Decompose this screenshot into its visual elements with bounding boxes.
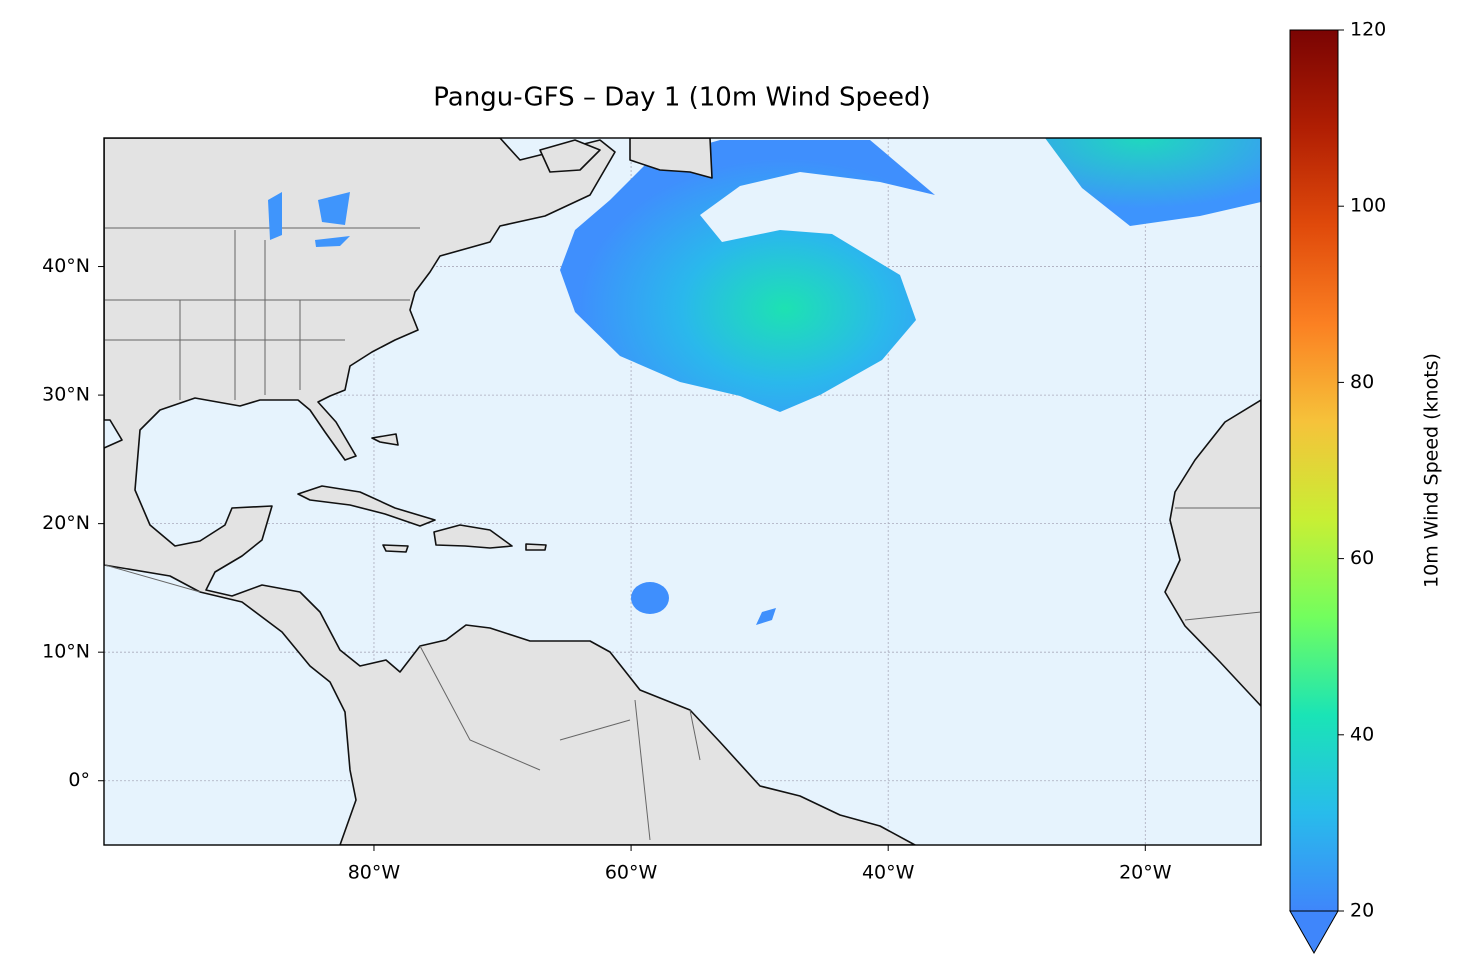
wind-field [1045,138,1261,226]
wind-field [756,608,776,625]
colorbar-tick-label: 60 [1350,547,1374,569]
y-tick-label: 0° [68,769,90,791]
map-area [104,138,1261,845]
x-tick-label: 20°W [1119,862,1172,884]
colorbar-scale [1290,30,1338,911]
x-tick-label: 60°W [605,862,658,884]
land [371,433,399,446]
chart-title: Pangu-GFS – Day 1 (10m Wind Speed) [433,83,930,113]
x-tick-label: 80°W [348,862,401,884]
land [539,139,601,173]
colorbar-tick-label: 100 [1350,195,1386,217]
lake-wind [268,192,350,247]
map-frame [103,137,1262,846]
land [629,138,713,179]
colorbar-frame [1289,29,1339,912]
land [297,485,436,527]
land [1164,399,1261,707]
land [433,524,513,549]
land [382,544,409,553]
land [104,138,916,845]
colorbar-tick-label: 40 [1350,723,1374,745]
wind-field [560,140,935,412]
colorbar-extension [1289,910,1339,955]
y-tick-label: 20°N [42,512,90,534]
y-tick-label: 40°N [42,255,90,277]
wind-field [631,582,669,614]
colorbar-tick-label: 80 [1350,371,1374,393]
x-tick-label: 40°W [862,862,915,884]
colorbar-tick-label: 20 [1350,900,1374,922]
borders [104,227,1261,841]
colorbar-label: 10m Wind Speed (knots) [1421,353,1443,588]
colorbar-tick-label: 120 [1350,19,1386,41]
colorbar: 20 40 60 80 100 120 10m Wind Speed (knots) [1289,19,1443,955]
y-tick-label: 30°N [42,384,90,406]
y-tick-label: 10°N [42,641,90,663]
land [525,543,547,551]
